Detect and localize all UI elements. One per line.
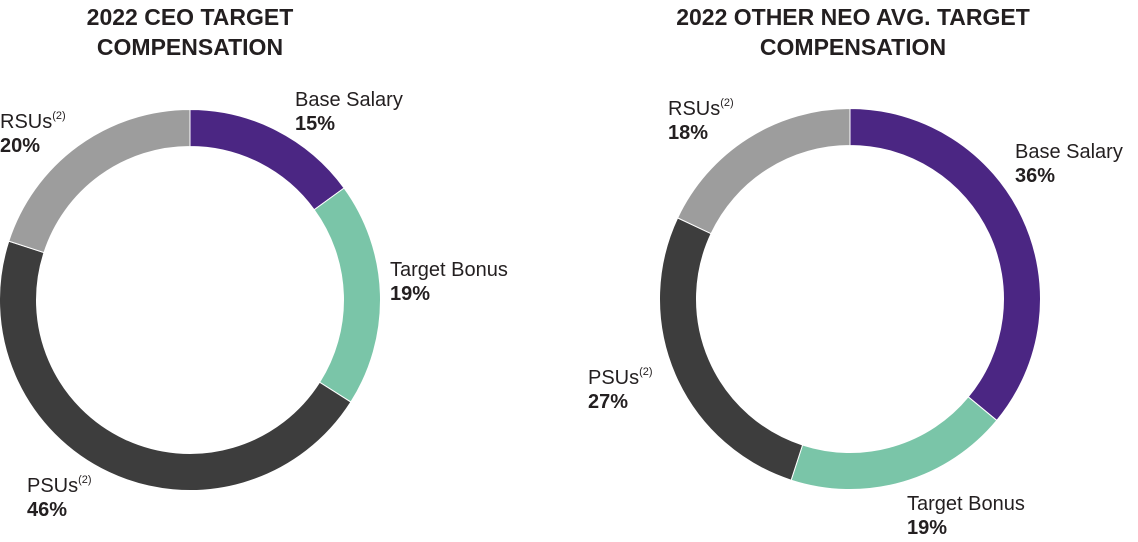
neo-label-rsus-value: 18% <box>668 122 709 144</box>
ceo-label-rsus-footnote: (2) <box>52 110 66 122</box>
ceo-label-target-bonus-value: 19% <box>390 283 431 305</box>
ceo-slice-rsus <box>8 108 191 254</box>
neo-label-base-salary: Base Salary 36% <box>1015 140 1123 188</box>
neo-label-rsus-name: RSUs <box>668 98 721 120</box>
ceo-label-base-salary-name: Base Salary <box>295 89 403 111</box>
ceo-label-rsus-value: 20% <box>0 135 41 157</box>
ceo-compensation-chart: 2022 CEO TARGET COMPENSATION Base Salary… <box>0 4 508 522</box>
neo-slice-target-bonus <box>790 396 998 490</box>
neo-label-target-bonus-name: Target Bonus <box>907 493 1025 515</box>
neo-donut <box>659 107 1041 490</box>
neo-chart-title: 2022 OTHER NEO AVG. TARGET COMPENSATION <box>676 4 1030 60</box>
ceo-label-rsus-name: RSUs <box>0 111 53 133</box>
neo-slice-base-salary <box>849 107 1041 422</box>
ceo-label-base-salary-value: 15% <box>295 113 336 135</box>
ceo-label-target-bonus-name: Target Bonus <box>390 259 508 281</box>
neo-label-rsus: RSUs(2) 18% <box>668 97 734 145</box>
ceo-label-psus: PSUs(2) 46% <box>27 474 92 522</box>
neo-label-base-salary-value: 36% <box>1015 165 1056 187</box>
ceo-label-target-bonus: Target Bonus 19% <box>390 258 508 306</box>
neo-label-psus-footnote: (2) <box>639 366 653 378</box>
ceo-chart-title: 2022 CEO TARGET COMPENSATION <box>86 4 294 60</box>
neo-label-psus-name: PSUs <box>588 367 640 389</box>
neo-label-target-bonus-value: 19% <box>907 517 948 539</box>
ceo-label-psus-value: 46% <box>27 499 68 521</box>
neo-label-rsus-footnote: (2) <box>720 97 734 109</box>
ceo-label-psus-name: PSUs <box>27 475 79 497</box>
neo-slice-psus <box>659 217 804 481</box>
ceo-slice-psus <box>0 240 352 491</box>
neo-slice-rsus <box>676 107 851 235</box>
ceo-slice-target-bonus <box>313 187 381 403</box>
neo-label-target-bonus: Target Bonus 19% <box>907 492 1025 540</box>
ceo-label-rsus: RSUs(2) 20% <box>0 110 66 158</box>
ceo-label-psus-footnote: (2) <box>78 474 92 486</box>
ceo-donut <box>0 108 381 491</box>
ceo-label-base-salary: Base Salary 15% <box>295 88 403 136</box>
neo-label-psus-value: 27% <box>588 391 629 413</box>
neo-label-psus: PSUs(2) 27% <box>588 366 653 414</box>
neo-compensation-chart: 2022 OTHER NEO AVG. TARGET COMPENSATION … <box>569 0 1138 542</box>
neo-label-base-salary-name: Base Salary <box>1015 141 1123 163</box>
